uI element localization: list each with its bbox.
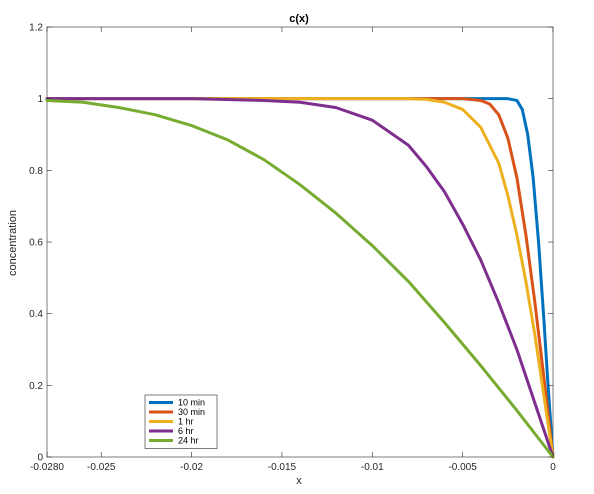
x-tick-label: -0.015: [268, 462, 297, 473]
x-tick-label: -0.0280: [30, 462, 64, 473]
y-tick-label: 0: [37, 453, 43, 464]
x-tick-label: -0.02: [180, 462, 203, 473]
series-line-1: [45, 97, 555, 459]
series-line-3: [45, 97, 555, 459]
series-line-5: [45, 98, 555, 459]
y-axis-title: concentration: [7, 210, 19, 276]
x-tick-label: -0.025: [87, 462, 116, 473]
x-tick-label: 0: [550, 462, 556, 473]
series-line-4: [45, 97, 555, 459]
y-tick-label: 0.8: [29, 166, 43, 177]
tick-layer: -0.0280 -0.025 -0.02 -0.015 -0.01 -0.005 0 0 0.2…: [29, 23, 556, 474]
series-layer: [45, 97, 555, 459]
axes: [46, 26, 554, 458]
legend-label: 30 min: [178, 407, 205, 417]
x-tick-label: -0.01: [361, 462, 384, 473]
y-tick-label: 1: [37, 94, 43, 105]
x-tick-label: -0.005: [448, 462, 477, 473]
y-tick-label: 1.2: [29, 23, 43, 34]
x-axis-title: x: [296, 475, 302, 487]
legend-label: 10 min: [178, 398, 205, 408]
legend-label: 1 hr: [178, 417, 194, 427]
y-tick-label: 0.6: [29, 238, 43, 249]
legend-label: 6 hr: [178, 426, 194, 436]
y-tick-label: 0.4: [29, 309, 43, 320]
legend-label: 24 hr: [178, 436, 199, 446]
y-tick-label: 0.2: [29, 381, 43, 392]
plot-area: [46, 26, 554, 458]
chart-title: c(x): [289, 13, 309, 25]
series-line-2: [45, 97, 555, 459]
